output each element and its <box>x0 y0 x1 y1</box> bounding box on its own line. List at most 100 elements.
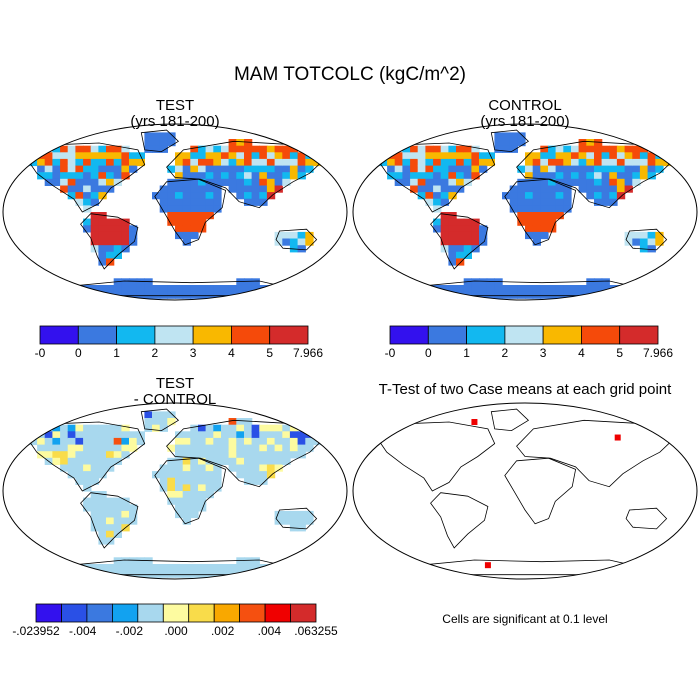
grid-cell <box>486 285 495 293</box>
grid-cell <box>563 152 572 160</box>
grid-cell <box>532 178 541 186</box>
grid-cell <box>75 145 84 153</box>
grid-cell <box>98 510 107 519</box>
grid-cell <box>159 285 168 293</box>
grid-cell <box>647 152 656 160</box>
grid-cell <box>113 451 122 459</box>
grid-cell <box>90 285 99 293</box>
grid-cell <box>274 165 283 173</box>
significant-cell <box>614 434 621 441</box>
grid-cell <box>90 172 99 180</box>
grid-cell <box>136 564 145 572</box>
grid-cell <box>90 225 99 233</box>
grid-cell <box>410 165 419 173</box>
map-diff <box>2 402 348 580</box>
colorbar-label: -.023952 <box>12 624 60 638</box>
grid-cell <box>563 178 572 186</box>
grid-cell <box>540 192 549 200</box>
grid-cell <box>167 471 176 479</box>
grid-cell <box>297 152 306 160</box>
grid-cell <box>532 225 541 233</box>
grid-cell <box>67 457 76 465</box>
grid-cell <box>60 457 69 465</box>
significance-note: Cells are significant at 0.1 level <box>442 612 608 626</box>
grid-cell <box>594 178 603 186</box>
grid-cell <box>175 510 184 519</box>
colorbar-swatch <box>504 325 544 345</box>
grid-cell <box>136 158 145 167</box>
grid-cell <box>479 158 488 167</box>
grid-cell <box>540 205 549 213</box>
grid-cell <box>540 231 549 240</box>
grid-cell <box>213 172 222 180</box>
colorbar-swatch <box>239 603 266 623</box>
grid-cell <box>425 145 434 153</box>
grid-cell <box>144 139 153 147</box>
grid-cell <box>75 172 84 180</box>
grid-cell <box>616 192 626 200</box>
grid-cell <box>60 158 69 167</box>
grid-cell <box>471 231 480 240</box>
grid-cell <box>555 205 564 213</box>
grid-cell <box>563 185 572 193</box>
colorbar-swatch <box>162 603 190 623</box>
grid-cell <box>205 424 214 432</box>
grid-cell <box>182 484 191 492</box>
grid-cell <box>274 178 283 186</box>
grid-cell <box>502 291 511 299</box>
grid-cell <box>98 457 107 465</box>
grid-cell <box>83 178 92 186</box>
grid-cell <box>563 285 572 293</box>
grid-cell <box>525 185 534 193</box>
grid-cell <box>548 212 557 220</box>
colorbar-swatch <box>86 603 113 623</box>
grid-cell <box>259 451 268 459</box>
grid-cell <box>471 291 480 299</box>
grid-cell <box>417 172 426 180</box>
grid-cell <box>90 178 99 186</box>
grid-cell <box>479 285 488 293</box>
grid-cell <box>98 517 107 525</box>
grid-cell <box>494 285 503 293</box>
grid-cell <box>144 132 153 140</box>
grid-cell <box>190 437 199 446</box>
grid-cell <box>639 165 649 173</box>
grid-cell <box>282 431 291 439</box>
grid-cell <box>52 152 61 160</box>
grid-cell <box>236 464 245 472</box>
grid-cell <box>129 570 138 578</box>
grid-cell <box>106 431 115 439</box>
grid-cell <box>190 285 199 293</box>
grid-cell <box>578 139 587 147</box>
colorbar-label: 0 <box>424 346 432 360</box>
grid-cell <box>387 165 396 173</box>
grid-cell <box>159 477 168 485</box>
grid-cell <box>525 172 534 180</box>
grid-cell <box>113 457 122 465</box>
grid-cell <box>456 238 465 246</box>
grid-cell <box>517 218 526 226</box>
coastline-greenland <box>140 408 180 432</box>
grid-cell <box>494 139 503 147</box>
grid-cell <box>83 437 92 446</box>
grid-cell <box>113 172 122 180</box>
grid-cell <box>205 437 214 446</box>
grid-cell <box>129 225 138 233</box>
grid-cell <box>266 185 276 193</box>
coastline-eurasia <box>166 140 324 209</box>
grid-cell <box>532 218 541 226</box>
grid-cell <box>190 484 199 492</box>
map-ttest <box>352 402 698 580</box>
grid-cell <box>433 165 442 173</box>
map-control <box>352 123 698 301</box>
grid-cell <box>167 484 176 492</box>
grid-cell <box>297 510 306 519</box>
grid-cell <box>601 178 610 186</box>
grid-cell <box>75 457 84 465</box>
grid-cell <box>236 185 245 193</box>
grid-cell <box>578 145 587 153</box>
grid-cell <box>463 172 472 180</box>
grid-cell <box>548 192 557 200</box>
colorbar-label: .002 <box>210 624 235 638</box>
grid-cell <box>228 152 237 160</box>
